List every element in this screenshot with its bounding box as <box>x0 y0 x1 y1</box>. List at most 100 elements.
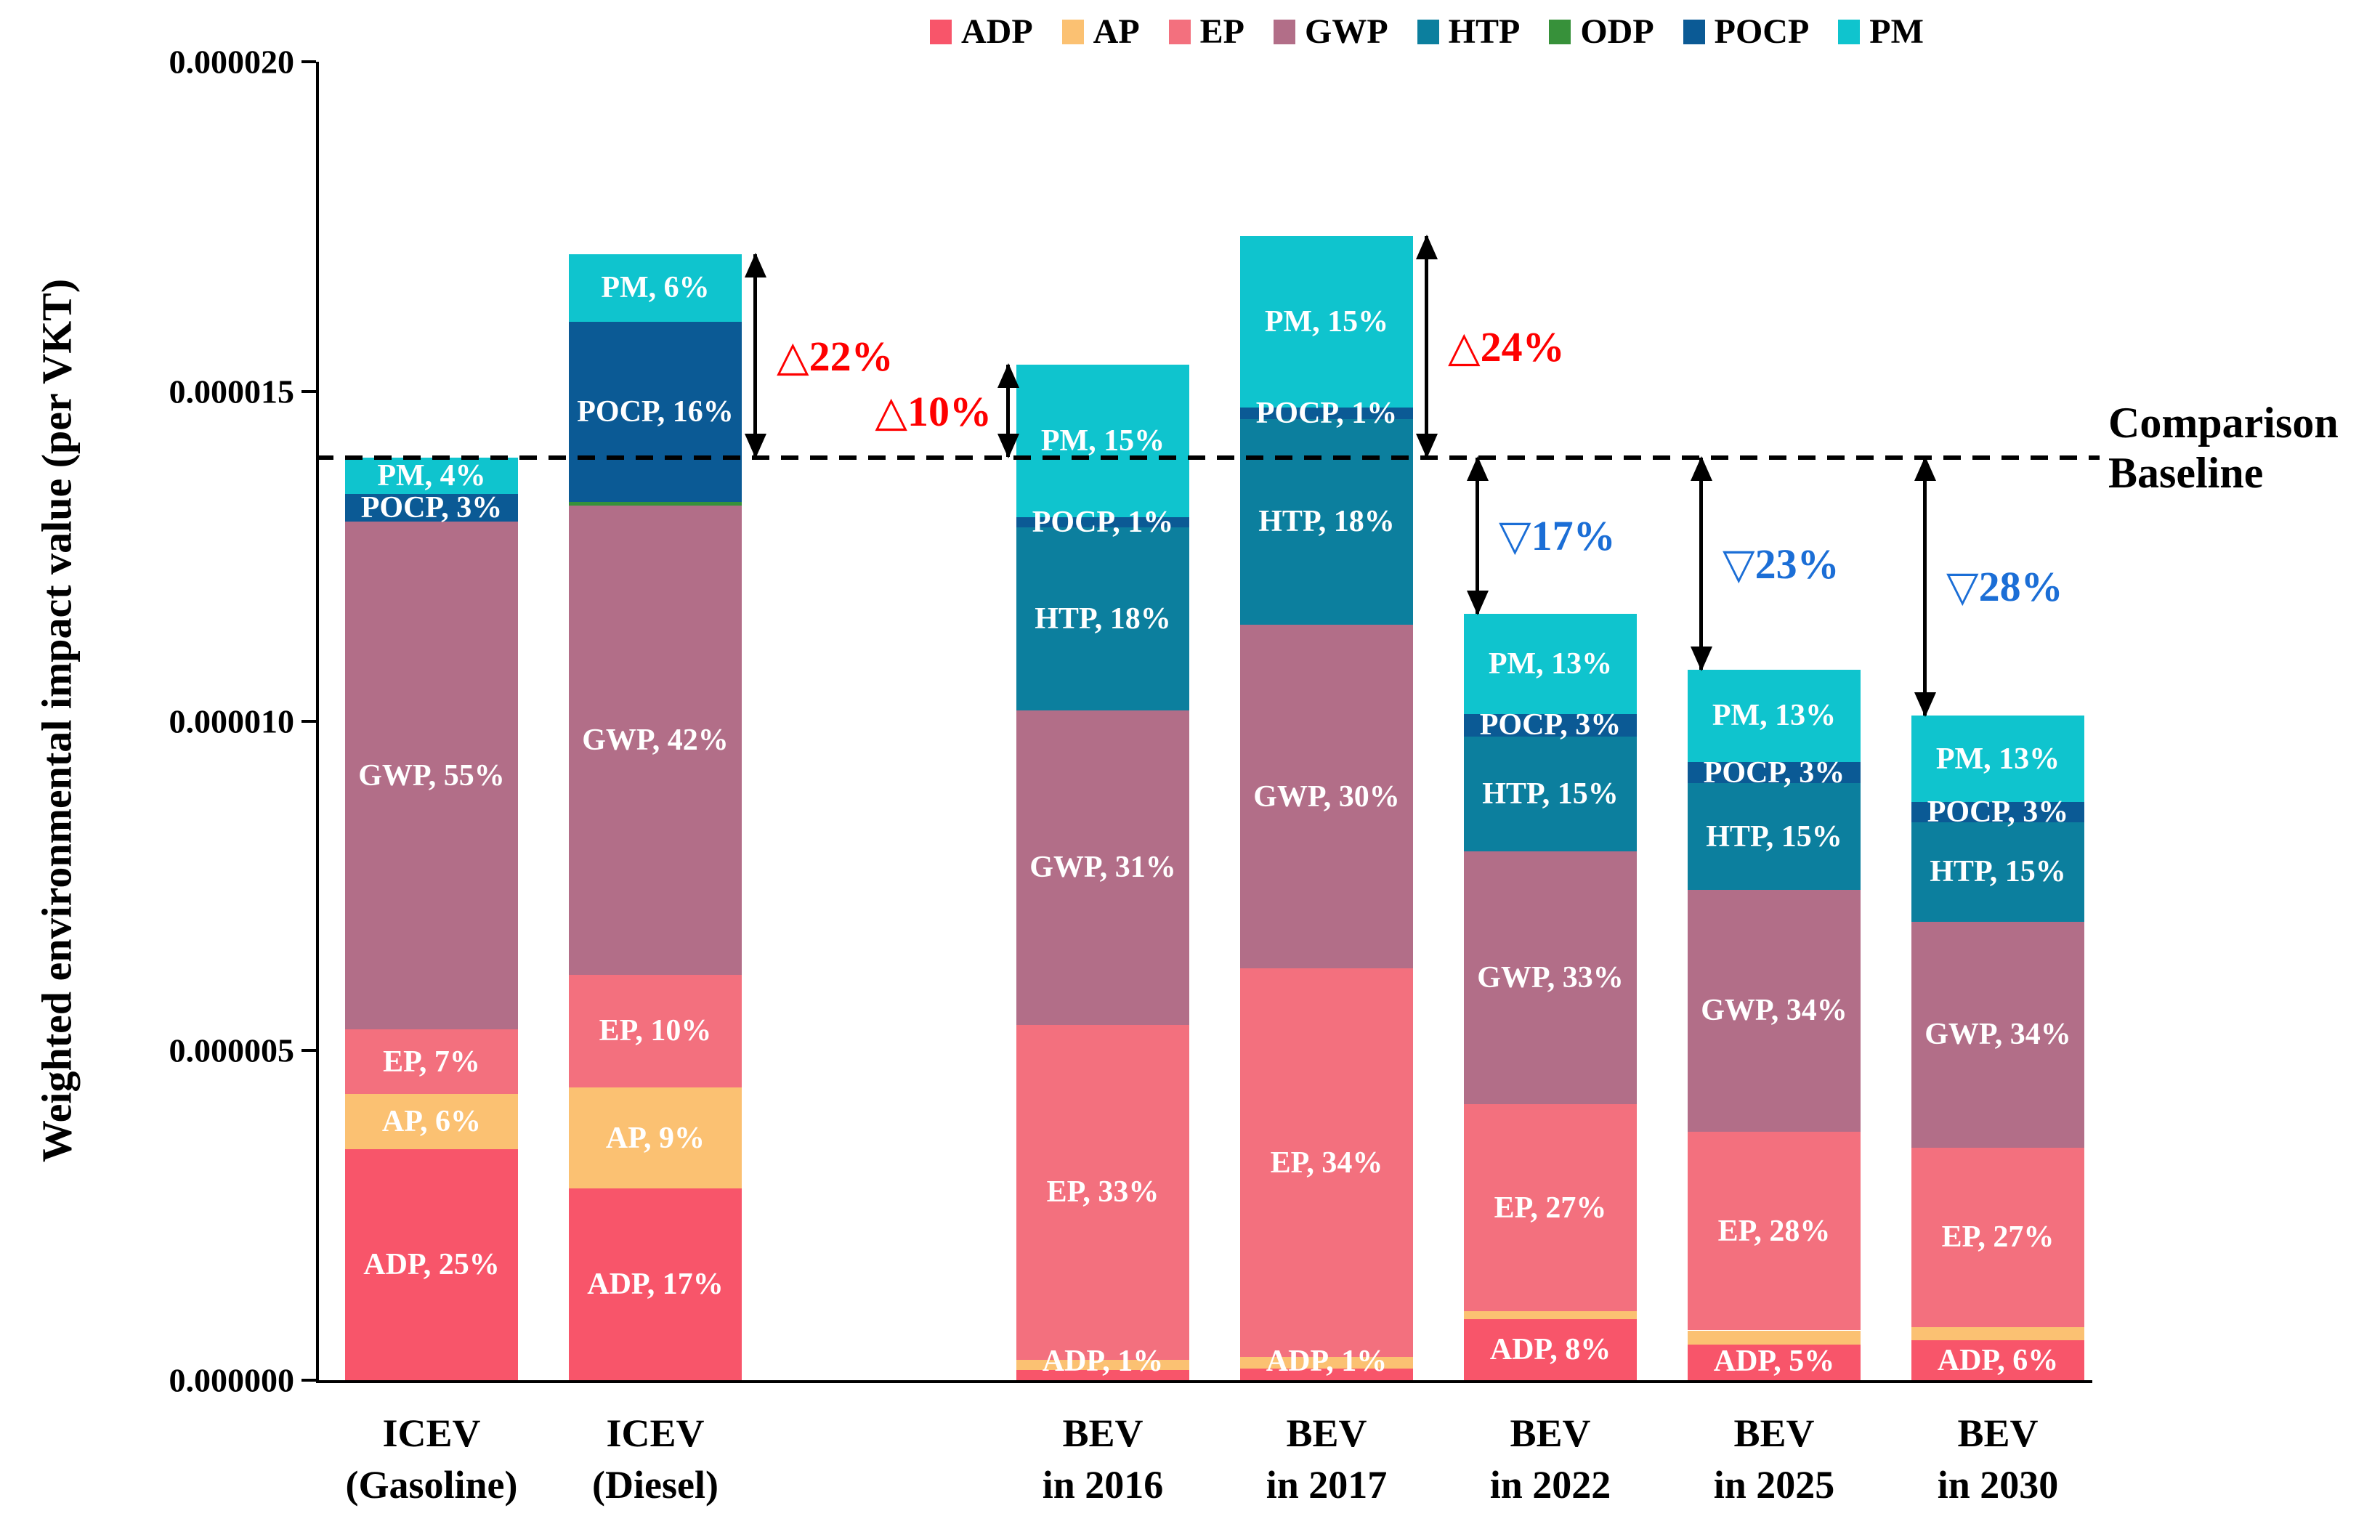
segment-label-adp: ADP, 25% <box>363 1248 500 1282</box>
legend-label-htp: HTP <box>1448 12 1521 51</box>
bar-segment-adp <box>345 1149 518 1380</box>
bar-bev-in-2022: ADP, 8% EP, 27% GWP, 33% HTP, 15% POCP, 3% PM… <box>1464 614 1637 1380</box>
y-tick-label: 0.000010 <box>169 702 295 739</box>
x-axis-label-3: BEV in 2016 <box>979 1408 1226 1512</box>
segment-label-gwp: GWP, 34% <box>1924 1018 2071 1052</box>
chart-legend: ADP AP EP GWP HTP ODP POCP PM <box>930 12 1924 52</box>
segment-label-htp: HTP, 15% <box>1706 819 1842 854</box>
x-label-line2: in 2022 <box>1489 1463 1611 1507</box>
segment-label-ap: AP, 6% <box>381 1105 482 1139</box>
segment-label-pocp: POCP, 3% <box>360 491 503 525</box>
y-tick-label: 0.000000 <box>169 1361 295 1399</box>
segment-label-adp: ADP, 5% <box>1713 1344 1835 1378</box>
bar-segment-pocp <box>569 321 742 502</box>
x-label-line1: BEV <box>1286 1411 1367 1455</box>
annotation-arrow <box>1923 457 1927 716</box>
bar-segment-adp <box>569 1188 742 1380</box>
segment-label-gwp: GWP, 42% <box>582 723 729 757</box>
bar-segment-pm <box>1688 669 1861 762</box>
annotation-arrow <box>1425 235 1428 458</box>
x-label-line2: (Gasoline) <box>345 1463 518 1507</box>
segment-label-ep: EP, 34% <box>1270 1146 1383 1180</box>
bar-segment-pocp <box>345 494 518 522</box>
x-label-line2: in 2017 <box>1266 1463 1388 1507</box>
segment-label-adp: ADP, 1% <box>1042 1344 1164 1378</box>
bar-segment-gwp <box>1240 625 1413 968</box>
legend-label-gwp: GWP <box>1304 12 1388 51</box>
segment-label-pm: PM, 4% <box>377 458 486 493</box>
segment-label-pocp: POCP, 3% <box>1703 755 1845 790</box>
annotation-delta-label: ▽23% <box>1723 540 1839 588</box>
segment-label-adp: ADP, 8% <box>1489 1332 1611 1366</box>
bar-segment-ep <box>1240 968 1413 1358</box>
bar-segment-ap <box>1464 1311 1637 1319</box>
x-label-line2: in 2030 <box>1937 1463 2059 1507</box>
bar-segment-htp <box>1911 822 2084 922</box>
legend-swatch-ep-icon <box>1168 19 1191 44</box>
bar-segment-ap <box>569 1087 742 1189</box>
bar-segment-pocp <box>1240 407 1413 419</box>
legend-label-ep: EP <box>1199 12 1244 51</box>
segment-label-adp: ADP, 17% <box>587 1268 724 1302</box>
bar-segment-pocp <box>1688 761 1861 784</box>
segment-label-pm: PM, 6% <box>601 271 710 305</box>
segment-label-htp: HTP, 15% <box>1482 777 1619 811</box>
bar-segment-gwp <box>569 505 742 975</box>
segment-label-pocp: POCP, 3% <box>1927 795 2069 829</box>
segment-label-ep: EP, 7% <box>383 1045 480 1079</box>
bar-segment-odp <box>569 501 742 506</box>
bar-segment-pm <box>1464 614 1637 714</box>
y-axis-tick <box>301 719 316 723</box>
annotation-arrow <box>1476 457 1479 615</box>
annotation-delta-label: △22% <box>777 332 894 380</box>
x-label-line1: ICEV <box>382 1411 481 1455</box>
legend-label-odp: ODP <box>1580 12 1654 51</box>
y-axis-tick <box>301 1379 316 1382</box>
legend-label-adp: ADP <box>961 12 1033 51</box>
bar-segment-adp <box>1464 1318 1637 1380</box>
segment-label-adp: ADP, 1% <box>1266 1344 1388 1378</box>
bar-segment-pocp <box>1911 802 2084 822</box>
x-label-line1: BEV <box>1733 1411 1815 1455</box>
bar-segment-ap <box>1911 1326 2084 1341</box>
bar-segment-ap <box>1016 1360 1189 1370</box>
x-label-line1: BEV <box>1510 1411 1591 1455</box>
y-axis-tick <box>301 60 316 63</box>
x-axis-label-5: BEV in 2022 <box>1427 1408 1674 1512</box>
segment-label-pocp: POCP, 1% <box>1032 506 1174 540</box>
y-axis-tick <box>301 1049 316 1053</box>
x-axis-label-2: ICEV (Diesel) <box>532 1408 779 1512</box>
bar-segment-ep <box>1016 1024 1189 1361</box>
bar-segment-gwp <box>1688 889 1861 1132</box>
segment-label-pocp: POCP, 16% <box>577 394 734 429</box>
segment-label-ep: EP, 33% <box>1046 1175 1159 1209</box>
annotation-delta-label: ▽17% <box>1499 512 1616 560</box>
legend-swatch-gwp-icon <box>1273 19 1295 44</box>
bar-segment-pm <box>569 254 742 322</box>
x-label-line1: BEV <box>1957 1411 2039 1455</box>
legend-label-ap: AP <box>1093 12 1140 51</box>
bar-segment-pocp <box>1016 517 1189 528</box>
bar-segment-adp <box>1240 1369 1413 1380</box>
legend-item-pm: PM <box>1838 12 1924 52</box>
baseline-label-line2: Baseline <box>2108 449 2264 497</box>
bar-segment-htp <box>1016 527 1189 710</box>
legend-swatch-adp-icon <box>930 19 952 44</box>
bar-segment-gwp <box>345 522 518 1030</box>
comparison-baseline-label: Comparison Baseline <box>2108 398 2339 498</box>
segment-label-pm: PM, 13% <box>1488 647 1613 681</box>
bar-segment-ep <box>1464 1104 1637 1312</box>
segment-label-ap: AP, 9% <box>605 1121 705 1155</box>
bar-segment-adp <box>1911 1340 2084 1380</box>
bar-bev-in-2017: ADP, 1% EP, 34% GWP, 30% HTP, 18% POCP, 1% PM… <box>1240 235 1413 1380</box>
segment-label-adp: ADP, 6% <box>1937 1343 2059 1377</box>
legend-label-pm: PM <box>1869 12 1924 51</box>
y-axis-title: Weighted environmental impact value (per… <box>33 278 81 1163</box>
legend-item-htp: HTP <box>1417 12 1521 52</box>
annotation-delta-label: ▽28% <box>1946 563 2063 611</box>
bar-segment-ap <box>1240 1357 1413 1369</box>
legend-item-ep: EP <box>1168 12 1244 52</box>
y-tick-label: 0.000015 <box>169 373 295 410</box>
y-axis-line <box>316 62 319 1383</box>
